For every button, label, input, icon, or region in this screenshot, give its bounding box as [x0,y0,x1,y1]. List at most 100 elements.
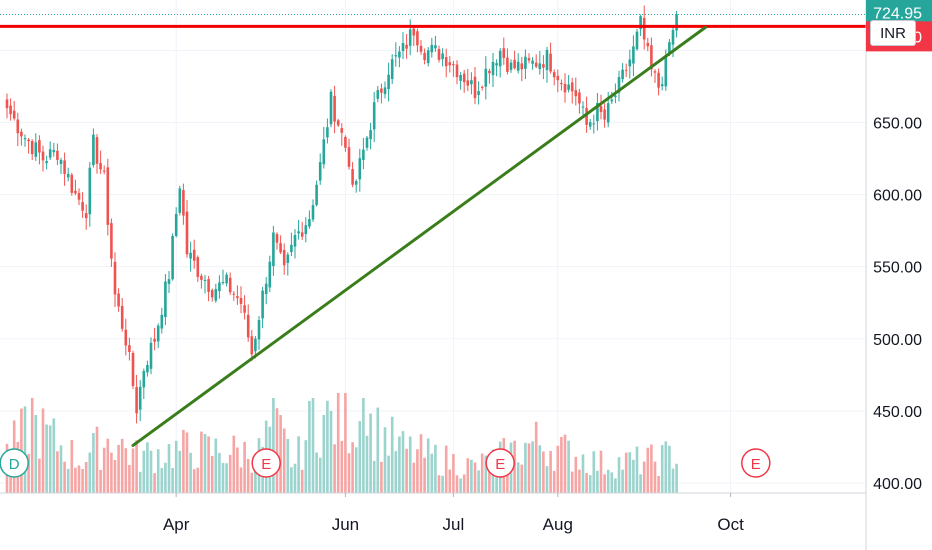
volume-bar [444,445,448,493]
volume-bar [326,400,329,493]
volume-bar [207,436,210,493]
event-marker-circle [485,448,515,478]
volume-bar [365,435,369,493]
volume-bar [81,468,84,493]
trendline[interactable] [131,25,707,447]
candle-body [308,219,311,227]
volume-bar [383,427,387,493]
candle-body [390,59,394,80]
candle-body [311,205,315,220]
volume-bar [27,453,30,493]
volume-bar [657,475,660,493]
candle-body [592,123,596,125]
candle-body [52,149,56,153]
candle-body [246,314,250,338]
candle-body [621,69,624,80]
volume-bar [196,467,200,493]
candle-body [599,106,603,113]
candle-body [106,167,110,225]
candle-body [138,386,142,410]
candle-body [300,232,304,237]
volume-bar [232,435,236,493]
candle-body [531,60,534,64]
candle-body [372,102,376,130]
volume-bar [225,463,228,493]
volume-bar [297,436,300,493]
candle-body [254,338,257,352]
candle-body [81,201,84,211]
candle-body [30,141,34,155]
candle-body [581,106,585,108]
volume-bar [574,456,578,493]
volume-bar [243,441,246,493]
y-tick-label: 600.00 [873,188,922,205]
volume-bar [664,441,668,493]
candle-body [135,387,138,414]
candle-body [570,82,574,92]
volume-bar [617,457,621,493]
candle-body [495,63,498,66]
candle-body [66,173,70,178]
currency-selector[interactable]: INR [870,20,916,46]
x-tick-label: Jul [443,515,465,534]
candle-body [12,110,16,119]
candle-body [516,61,520,71]
volume-bar [398,436,401,493]
earnings-marker[interactable]: E [251,448,281,478]
earnings-marker[interactable]: E [741,448,771,478]
volume-bar [668,445,671,493]
volume-bar [596,470,599,493]
candle-body [660,84,664,87]
candle-body [236,296,239,299]
drawings[interactable] [0,13,866,447]
candle-body [455,64,459,78]
volume-bar [120,438,124,493]
volume-bar [441,475,444,493]
candle-body [261,290,264,319]
candle-body [275,234,279,243]
volume-bar [560,436,563,493]
candle-body [167,279,171,284]
volume-bar [293,463,297,493]
candle-body [182,190,185,216]
volume-bar [459,478,462,493]
volume-bar [351,442,354,493]
candle-body [416,31,419,46]
earnings-marker[interactable]: E [485,448,515,478]
volume-bar [632,459,635,493]
volume-bar [164,462,167,493]
candle-body [203,279,207,281]
candle-body [574,90,578,97]
y-tick-label: 650.00 [873,116,922,133]
candle-body [207,279,210,292]
candle-body [470,80,473,85]
candle-body [59,160,63,164]
volume-bar [329,410,333,493]
price-axis[interactable]: 400.00 450.00 500.00 550.00 600.00 650.00 [865,0,922,550]
time-axis[interactable]: Apr Jun Jul Aug Oct [0,492,866,534]
volume-bar [473,462,477,493]
candle-body [351,168,354,185]
candle-body [383,87,387,95]
dividend-marker[interactable]: D [0,448,29,478]
candle-body [578,92,581,104]
candle-body [491,62,495,76]
candle-body [477,91,480,95]
candle-body [268,261,272,288]
candle-body [423,52,426,61]
volume-bar [174,440,178,493]
candle-body [149,342,153,369]
volume-bar [153,473,156,493]
volume-bar [606,469,610,493]
volume-bar [167,444,171,493]
volume-bar [376,407,380,493]
candle-body [84,213,88,219]
candle-body [41,151,45,161]
volume-bar [603,474,606,493]
event-marker-circle [741,448,771,478]
x-tick-label: Jun [332,515,359,534]
volume-bar [412,462,416,493]
volume-bar [628,452,632,493]
